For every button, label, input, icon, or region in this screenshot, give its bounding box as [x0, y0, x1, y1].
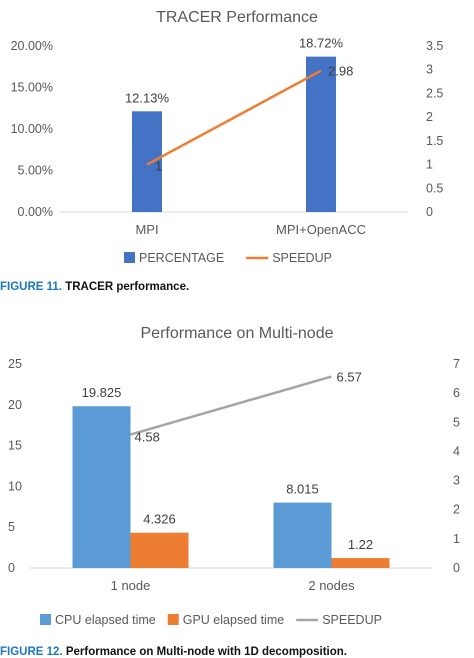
line-data-label: 2.98 [328, 64, 353, 79]
bar-data-label: 4.326 [143, 512, 176, 527]
y-right-tick-label: 1 [426, 158, 433, 172]
y-left-tick-label: 25 [8, 357, 22, 371]
y-right-tick-label: 3 [426, 63, 433, 77]
figure-12-number: FIGURE 12. [0, 646, 63, 658]
y-right-tick-label: 0 [453, 561, 460, 575]
figure-11-number: FIGURE 11. [0, 281, 62, 293]
line-data-label: 4.58 [135, 430, 160, 445]
y-left-tick-label: 10.00% [11, 122, 53, 136]
bar-data-label: 8.015 [286, 482, 319, 497]
y-right-tick-label: 7 [453, 357, 460, 371]
legend-swatch [40, 614, 51, 625]
y-right-tick-label: 0.5 [426, 181, 443, 195]
bar-data-label: 18.72% [299, 36, 344, 51]
y-left-tick-label: 15.00% [11, 81, 53, 95]
y-right-tick-label: 6 [453, 386, 460, 400]
line-data-label: 6.57 [337, 370, 362, 385]
y-right-tick-label: 0 [426, 205, 433, 219]
bar-data-label: 12.13% [125, 90, 170, 105]
y-left-tick-label: 20.00% [11, 39, 53, 53]
line-data-label: 1 [155, 159, 162, 174]
chart-multi-node-performance: Performance on Multi-node 0 5 10 15 20 25 0 1 2 3 4… [8, 325, 460, 627]
bar-cpu-elapsed-time [273, 502, 332, 568]
x-category-label: 2 nodes [308, 578, 355, 593]
bar-data-label: 19.825 [82, 385, 122, 400]
x-category-label: MPI+OpenACC [276, 222, 366, 237]
figure-11-caption: FIGURE 11. TRACER performance. [0, 281, 189, 293]
line-speedup [146, 69, 322, 166]
y-right-tick-label: 2.5 [426, 86, 443, 100]
y-left-tick-label: 5 [8, 520, 15, 534]
legend-entry: GPU elapsed time [183, 613, 284, 627]
y-right-tick-label: 1.5 [426, 134, 443, 148]
chart-title: TRACER Performance [156, 9, 318, 26]
y-left-tick-label: 20 [8, 398, 22, 412]
x-category-label: MPI [135, 222, 158, 237]
legend-entry: PERCENTAGE [139, 251, 224, 265]
chart-tracer-performance: TRACER Performance 0.00% 5.00% 10.00% 15.00%… [11, 9, 444, 265]
legend-swatch [124, 252, 135, 263]
y-left-tick-label: 10 [8, 479, 22, 493]
y-right-tick-label: 2 [426, 110, 433, 124]
bar-cpu-elapsed-time [72, 406, 131, 568]
figure-11-text: TRACER performance. [65, 281, 190, 293]
bar-percentage [132, 111, 162, 212]
bar-percentage [306, 56, 336, 213]
figure-12-text: Performance on Multi-node with 1D decomp… [65, 646, 347, 658]
legend-swatch [167, 614, 179, 625]
figure-12-caption: FIGURE 12. Performance on Multi-node wit… [0, 646, 347, 658]
y-left-tick-label: 0.00% [18, 205, 53, 219]
y-left-tick-label: 0 [8, 561, 15, 575]
x-category-label: 1 node [111, 578, 151, 593]
legend-entry: CPU elapsed time [55, 613, 156, 627]
line-speedup [130, 375, 332, 436]
legend-entry: SPEEDUP [272, 251, 332, 265]
bar-gpu-elapsed-time [130, 532, 189, 568]
y-right-tick-label: 4 [453, 444, 460, 458]
y-right-tick-label: 3 [453, 474, 460, 488]
legend-entry: SPEEDUP [322, 613, 382, 627]
chart-title: Performance on Multi-node [141, 325, 334, 342]
y-right-tick-label: 3.5 [426, 39, 443, 53]
y-right-tick-label: 1 [453, 532, 460, 546]
y-right-tick-label: 2 [453, 503, 460, 517]
y-left-tick-label: 5.00% [18, 164, 53, 178]
y-left-tick-label: 15 [8, 439, 22, 453]
bar-gpu-elapsed-time [331, 558, 390, 568]
bar-data-label: 1.22 [348, 537, 373, 552]
y-right-tick-label: 5 [453, 415, 460, 429]
